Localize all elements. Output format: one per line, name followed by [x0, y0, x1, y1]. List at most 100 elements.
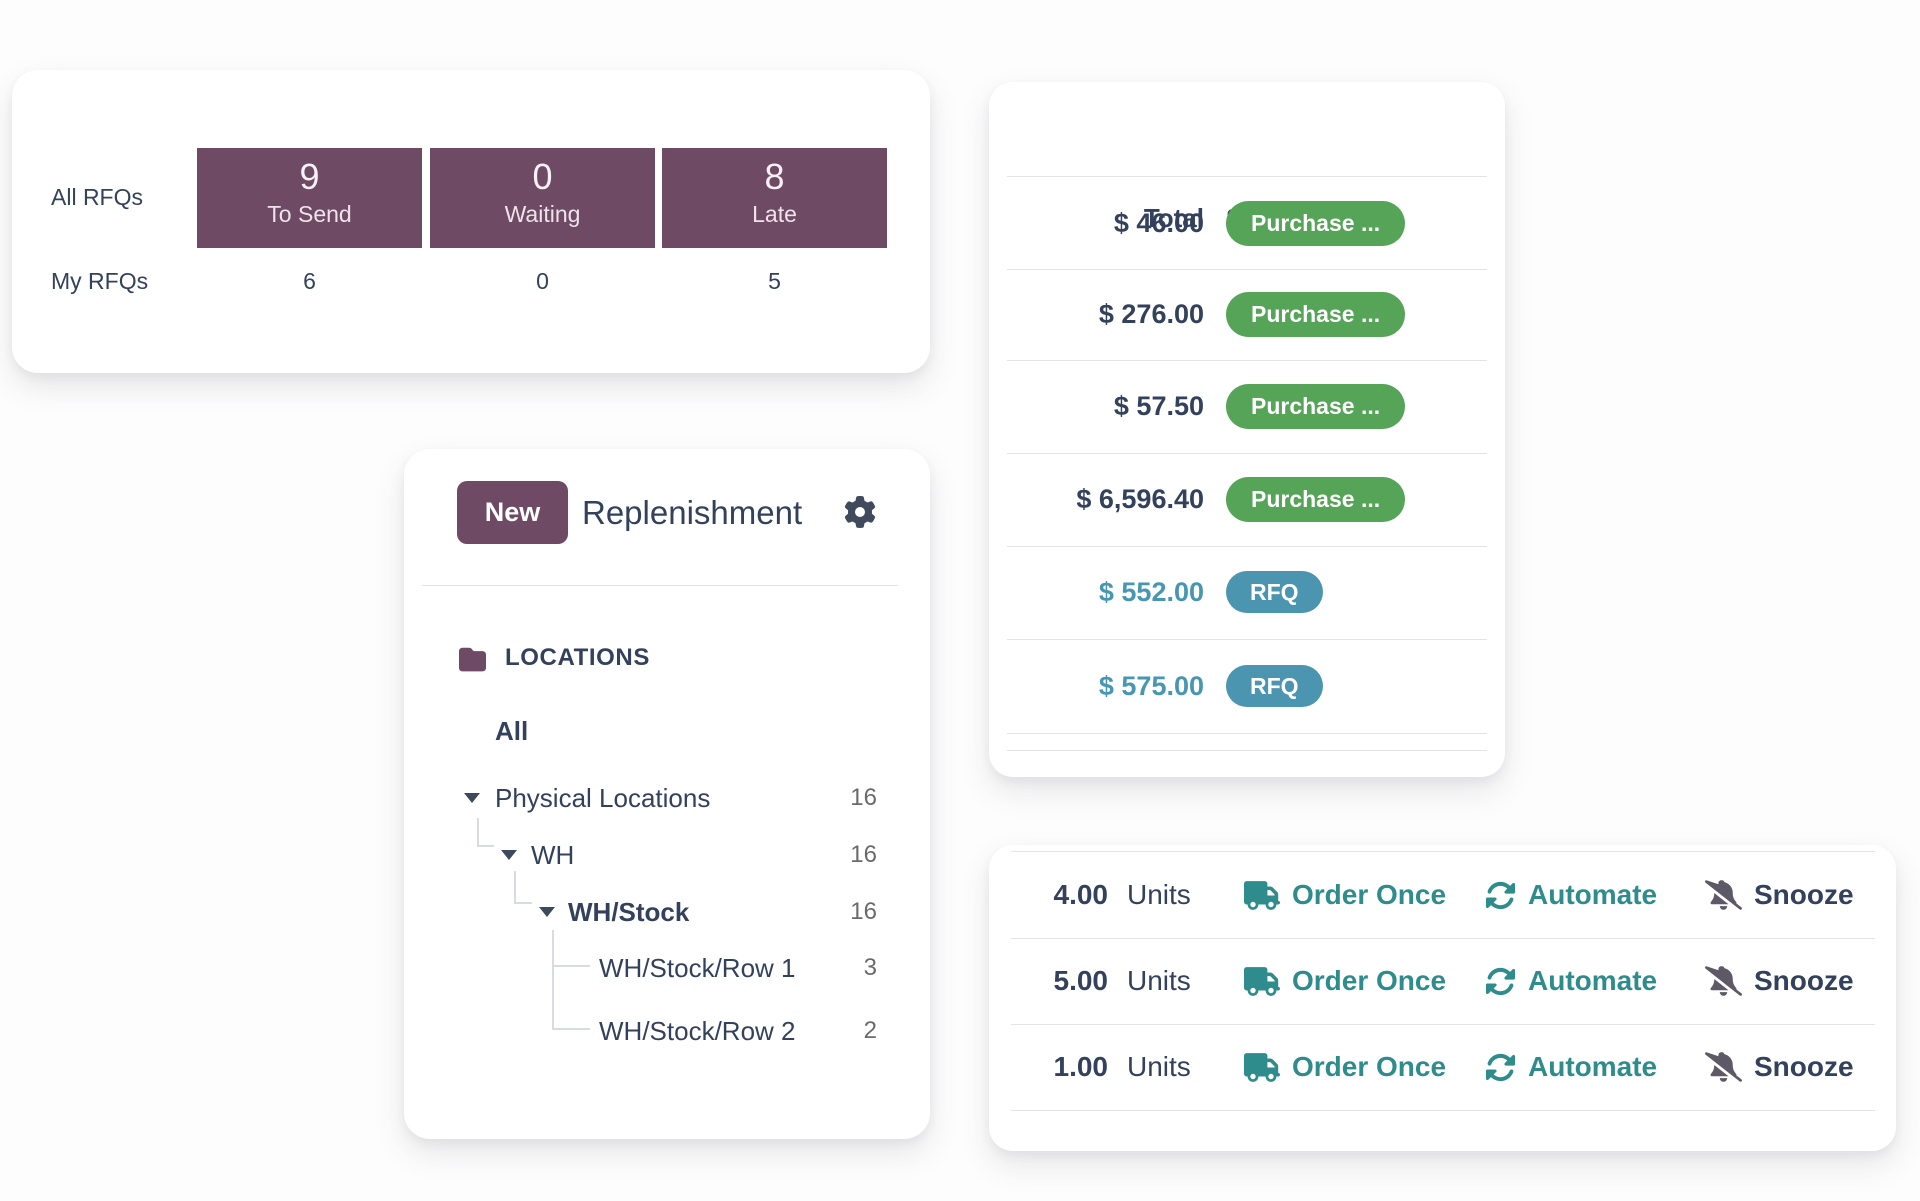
- page-title: Replenishment: [582, 494, 803, 531]
- stat-box-late[interactable]: 8 Late: [662, 148, 887, 248]
- truck-icon: [1244, 1052, 1280, 1082]
- stat-value: 9: [299, 156, 320, 197]
- tree-item-all[interactable]: All: [495, 716, 529, 746]
- status-badge-purchase: Purchase ...: [1226, 477, 1406, 522]
- order-total[interactable]: $ 6,596.40: [1076, 484, 1204, 514]
- row-divider: [1011, 851, 1875, 852]
- tree-item-wh-stock-row2[interactable]: WH/Stock/Row 2: [599, 1016, 796, 1046]
- row-divider: [1007, 546, 1487, 547]
- stat-label: Waiting: [504, 201, 581, 227]
- order-once-button[interactable]: Order Once: [1244, 1047, 1446, 1087]
- truck-icon: [1244, 966, 1280, 996]
- replenishment-card: New Replenishment LOCATIONS All Physical…: [404, 449, 930, 1139]
- tree-line: [552, 930, 554, 1030]
- quantity-value: 1.00: [1053, 1051, 1109, 1082]
- row-divider: [1007, 269, 1487, 270]
- snooze-label: Snooze: [1754, 879, 1854, 910]
- unit-of-measure: Units: [1127, 1051, 1191, 1082]
- automate-label: Automate: [1528, 879, 1658, 910]
- bell-slash-icon: [1705, 1052, 1742, 1082]
- order-total[interactable]: $ 552.00: [1098, 577, 1204, 607]
- status-badge-purchase: Purchase ...: [1226, 201, 1406, 246]
- order-once-label: Order Once: [1292, 1051, 1447, 1082]
- row-divider: [1007, 360, 1487, 361]
- sync-icon: [1485, 880, 1516, 911]
- tree-line: [552, 1028, 590, 1030]
- order-once-label: Order Once: [1292, 965, 1447, 996]
- tree-line: [514, 902, 532, 904]
- snooze-button[interactable]: Snooze: [1705, 875, 1854, 915]
- my-rfqs-count-late[interactable]: 5: [768, 268, 781, 294]
- quantity-value: 5.00: [1053, 965, 1109, 996]
- bell-slash-icon: [1705, 966, 1742, 996]
- sync-icon: [1485, 1052, 1516, 1083]
- snooze-button[interactable]: Snooze: [1705, 1047, 1854, 1087]
- row-divider: [1011, 1110, 1875, 1111]
- automate-button[interactable]: Automate: [1485, 961, 1657, 1001]
- snooze-label: Snooze: [1754, 1051, 1854, 1082]
- stat-label: To Send: [267, 201, 352, 227]
- order-once-label: Order Once: [1292, 879, 1447, 910]
- snooze-label: Snooze: [1754, 965, 1854, 996]
- header-divider: [422, 585, 898, 586]
- tree-item-wh[interactable]: WH: [531, 840, 575, 870]
- order-total[interactable]: $ 57.50: [1113, 391, 1204, 421]
- unit-of-measure: Units: [1127, 965, 1191, 996]
- order-once-button[interactable]: Order Once: [1244, 875, 1446, 915]
- my-rfqs-count-to-send[interactable]: 6: [303, 268, 316, 294]
- quantity-value: 4.00: [1053, 879, 1109, 910]
- row-divider: [1007, 639, 1487, 640]
- order-once-button[interactable]: Order Once: [1244, 961, 1446, 1001]
- row-divider: [1011, 1024, 1875, 1025]
- status-badge-purchase: Purchase ...: [1226, 292, 1406, 337]
- tree-item-physical-locations[interactable]: Physical Locations: [495, 783, 711, 813]
- caret-down-icon[interactable]: [539, 907, 555, 917]
- stat-box-waiting[interactable]: 0 Waiting: [430, 148, 655, 248]
- all-rfqs-label: All RFQs: [51, 184, 143, 210]
- order-total[interactable]: $ 46.00: [1113, 208, 1204, 238]
- tree-line: [514, 871, 516, 903]
- automate-button[interactable]: Automate: [1485, 1047, 1657, 1087]
- replenishment-actions-card: 4.00 Units Order Once Automate Snooze 5.…: [989, 845, 1896, 1151]
- column-header-total: Total: [1143, 203, 1204, 233]
- automate-button[interactable]: Automate: [1485, 875, 1657, 915]
- unit-of-measure: Units: [1127, 879, 1191, 910]
- my-rfqs-label: My RFQs: [51, 268, 149, 294]
- locations-header: LOCATIONS: [505, 644, 650, 671]
- automate-label: Automate: [1528, 965, 1658, 996]
- folder-icon: [459, 646, 486, 673]
- order-total[interactable]: $ 575.00: [1098, 671, 1204, 701]
- sync-icon: [1485, 966, 1516, 997]
- caret-down-icon[interactable]: [501, 850, 517, 860]
- row-divider: [1007, 750, 1487, 751]
- bell-slash-icon: [1705, 880, 1742, 910]
- stat-value: 0: [532, 156, 553, 197]
- my-rfqs-count-waiting[interactable]: 0: [536, 268, 549, 294]
- order-total[interactable]: $ 276.00: [1098, 299, 1204, 329]
- tree-line: [552, 965, 590, 967]
- truck-icon: [1244, 880, 1280, 910]
- status-badge-rfq: RFQ: [1226, 665, 1323, 707]
- row-divider: [1007, 453, 1487, 454]
- row-divider: [1007, 733, 1487, 734]
- status-badge-purchase: Purchase ...: [1226, 384, 1406, 429]
- tree-count: 2: [863, 1017, 877, 1044]
- tree-item-wh-stock-row1[interactable]: WH/Stock/Row 1: [599, 953, 796, 983]
- caret-down-icon[interactable]: [464, 793, 480, 803]
- snooze-button[interactable]: Snooze: [1705, 961, 1854, 1001]
- tree-count: 16: [850, 898, 877, 925]
- tree-item-wh-stock[interactable]: WH/Stock: [568, 897, 690, 927]
- status-badge-rfq: RFQ: [1226, 571, 1323, 613]
- tree-count: 3: [863, 954, 877, 981]
- new-button[interactable]: New: [457, 481, 568, 544]
- stat-box-to-send[interactable]: 9 To Send: [197, 148, 422, 248]
- stat-value: 8: [764, 156, 785, 197]
- tree-count: 16: [850, 784, 877, 811]
- automate-label: Automate: [1528, 1051, 1658, 1082]
- tree-line: [477, 845, 494, 847]
- gear-icon[interactable]: [844, 496, 876, 528]
- stat-label: Late: [752, 201, 797, 227]
- row-divider: [1007, 176, 1487, 177]
- rfq-summary-card: All RFQs 9 To Send 0 Waiting 8 Late My R…: [12, 70, 930, 373]
- tree-line: [477, 818, 479, 846]
